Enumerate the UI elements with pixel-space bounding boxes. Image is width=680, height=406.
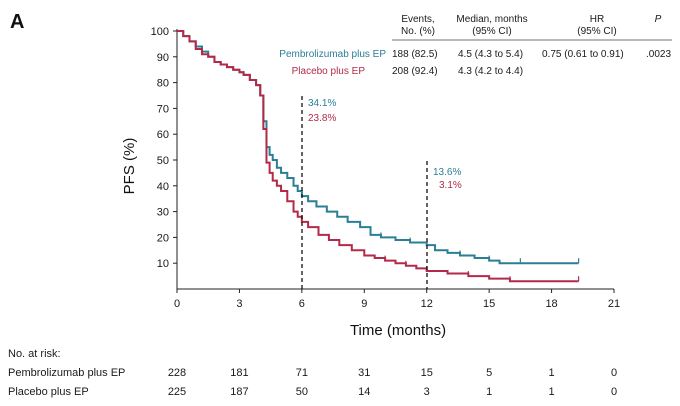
legend-row-placebo: Placebo plus EP 208 (92.4) 4.3 (4.2 to 4…: [292, 66, 523, 77]
risk-value: 15: [421, 367, 433, 379]
risk-value: 5: [486, 367, 492, 379]
panel-label: A: [10, 11, 24, 33]
header-events-line1: Events,: [401, 14, 434, 25]
annotation-12mo-placebo: 3.1%: [439, 180, 462, 191]
y-axis-label: PFS (%): [121, 138, 138, 195]
risk-value: 181: [230, 367, 248, 379]
header-p: P: [655, 14, 662, 25]
y-tick-label: 40: [157, 181, 169, 193]
header-hr-line1: HR: [590, 14, 604, 25]
risk-value: 0: [611, 367, 617, 379]
risk-row-label-pembro: Pembrolizumab plus EP: [8, 367, 125, 379]
x-tick-label: 6: [299, 298, 305, 310]
legend-pembro-p: .0023: [646, 49, 671, 60]
y-tick-label: 10: [157, 258, 169, 270]
y-tick-label: 20: [157, 232, 169, 244]
header-hr-line2: (95% CI): [577, 26, 616, 37]
risk-table-title: No. at risk:: [8, 348, 61, 360]
annotation-6mo-pembro: 34.1%: [308, 98, 336, 109]
risk-value: 50: [296, 386, 308, 398]
risk-value: 0: [611, 386, 617, 398]
risk-value: 228: [168, 367, 186, 379]
y-tick-label: 80: [157, 78, 169, 90]
risk-value: 3: [424, 386, 430, 398]
x-tick-label: 9: [361, 298, 367, 310]
legend-pembro-events: 188 (82.5): [392, 49, 438, 60]
y-tick-label: 70: [157, 103, 169, 115]
x-tick-label: 3: [236, 298, 242, 310]
annotation-6mo-placebo: 23.8%: [308, 113, 336, 124]
annotation-12mo-pembro: 13.6%: [433, 167, 461, 178]
legend-pembro-name: Pembrolizumab plus EP: [279, 49, 386, 60]
x-tick-label: 18: [545, 298, 557, 310]
legend-row-pembro: Pembrolizumab plus EP 188 (82.5) 4.5 (4.…: [279, 49, 671, 60]
legend-placebo-events: 208 (92.4): [392, 66, 438, 77]
header-events-line2: No. (%): [401, 26, 435, 37]
risk-row-label-placebo: Placebo plus EP: [8, 386, 89, 398]
header-median-line1: Median, months: [456, 14, 527, 25]
x-tick-label: 0: [174, 298, 180, 310]
y-axis: 10 20 30 40 50 60 70 80 90 100: [151, 26, 178, 289]
stats-header: Events, No. (%) Median, months (95% CI) …: [401, 14, 662, 37]
legend-placebo-median: 4.3 (4.2 to 4.4): [458, 66, 523, 77]
x-tick-label: 12: [421, 298, 433, 310]
y-tick-label: 50: [157, 155, 169, 167]
y-tick-label: 30: [157, 207, 169, 219]
curve-placebo: [177, 30, 579, 283]
risk-value: 225: [168, 386, 186, 398]
risk-value: 1: [549, 386, 555, 398]
x-tick-label: 21: [608, 298, 620, 310]
legend-pembro-median: 4.5 (4.3 to 5.4): [458, 49, 523, 60]
risk-value: 1: [486, 386, 492, 398]
header-median-line2: (95% CI): [472, 26, 511, 37]
risk-value: 14: [358, 386, 370, 398]
risk-value: 31: [358, 367, 370, 379]
y-tick-label: 60: [157, 129, 169, 141]
y-tick-label: 90: [157, 52, 169, 64]
y-tick-label: 100: [151, 26, 169, 38]
curves: [177, 30, 580, 283]
risk-value: 187: [230, 386, 248, 398]
legend-pembro-hr: 0.75 (0.61 to 0.91): [542, 49, 624, 60]
x-tick-label: 15: [483, 298, 495, 310]
x-axis: 0 3 6 9 12 15 18 21: [174, 288, 620, 310]
legend-placebo-name: Placebo plus EP: [292, 66, 366, 77]
risk-value: 71: [296, 367, 308, 379]
risk-value: 1: [549, 367, 555, 379]
x-axis-label: Time (months): [350, 322, 446, 339]
